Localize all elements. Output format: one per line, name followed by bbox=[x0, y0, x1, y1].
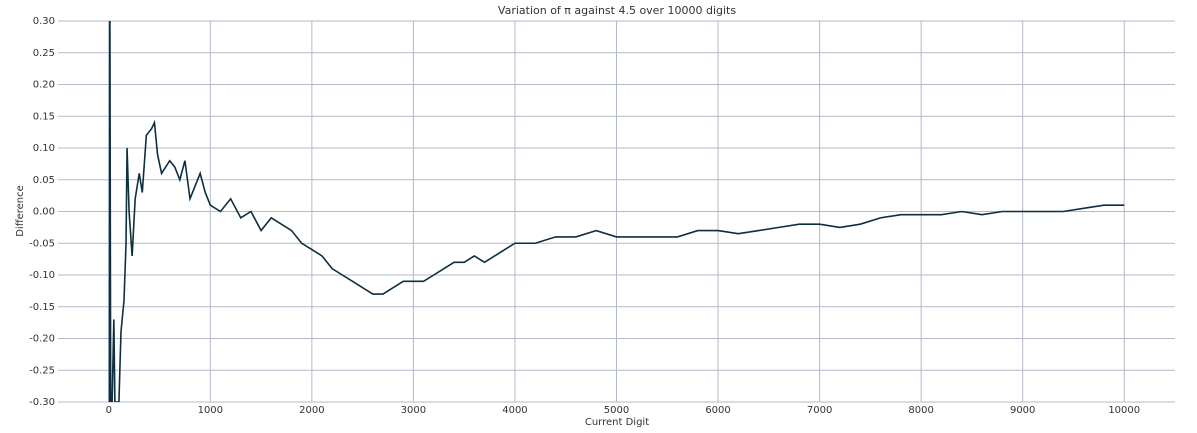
y-tick-label: 0.25 bbox=[33, 48, 55, 59]
y-tick-label: 0.10 bbox=[33, 143, 55, 154]
y-tick-label: 0.30 bbox=[33, 16, 55, 27]
y-tick-label: 0.05 bbox=[33, 175, 55, 186]
y-tick-label: -0.30 bbox=[29, 397, 55, 408]
x-tick-label: 7000 bbox=[807, 405, 832, 416]
data-line bbox=[108, 21, 1125, 402]
x-tick-label: 2000 bbox=[299, 405, 324, 416]
y-tick-label: 0.20 bbox=[33, 80, 55, 91]
y-tick-label: 0.15 bbox=[33, 111, 55, 122]
chart-title: Variation of π against 4.5 over 10000 di… bbox=[498, 4, 736, 17]
y-tick-label: -0.10 bbox=[29, 270, 55, 281]
y-tick-label: -0.25 bbox=[29, 365, 55, 376]
x-axis-label: Current Digit bbox=[585, 417, 649, 428]
y-tick-label: -0.20 bbox=[29, 334, 55, 345]
x-tick-label: 8000 bbox=[908, 405, 933, 416]
x-tick-label: 1000 bbox=[198, 405, 223, 416]
x-tick-label: 0 bbox=[106, 405, 112, 416]
y-tick-label: 0.00 bbox=[33, 207, 55, 218]
x-tick-label: 3000 bbox=[401, 405, 426, 416]
x-tick-label: 9000 bbox=[1010, 405, 1035, 416]
y-tick-label: -0.05 bbox=[29, 238, 55, 249]
x-tick-label: 10000 bbox=[1108, 405, 1140, 416]
y-axis-label: Difference bbox=[15, 185, 26, 237]
x-tick-label: 5000 bbox=[604, 405, 629, 416]
x-tick-label: 4000 bbox=[502, 405, 527, 416]
y-tick-label: -0.15 bbox=[29, 302, 55, 313]
x-tick-label: 6000 bbox=[705, 405, 730, 416]
